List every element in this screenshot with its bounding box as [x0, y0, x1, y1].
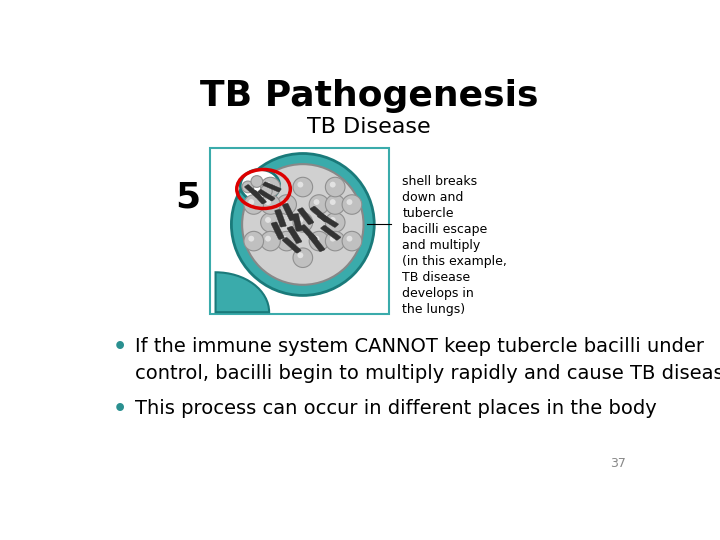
- Ellipse shape: [265, 181, 271, 187]
- Ellipse shape: [248, 199, 254, 205]
- Ellipse shape: [231, 153, 374, 295]
- FancyBboxPatch shape: [320, 225, 341, 240]
- Text: •: •: [112, 337, 127, 357]
- FancyBboxPatch shape: [282, 238, 301, 253]
- Ellipse shape: [342, 195, 361, 214]
- Ellipse shape: [242, 181, 254, 193]
- Ellipse shape: [325, 231, 345, 251]
- FancyBboxPatch shape: [292, 213, 302, 231]
- Ellipse shape: [346, 199, 352, 205]
- Ellipse shape: [342, 231, 361, 251]
- Ellipse shape: [265, 199, 271, 205]
- Ellipse shape: [330, 199, 336, 205]
- Text: •: •: [112, 399, 127, 420]
- Ellipse shape: [276, 231, 297, 251]
- Text: This process can occur in different places in the body: This process can occur in different plac…: [135, 399, 657, 418]
- Ellipse shape: [309, 231, 329, 251]
- Wedge shape: [215, 272, 269, 312]
- Ellipse shape: [325, 195, 345, 214]
- FancyBboxPatch shape: [275, 210, 287, 227]
- Ellipse shape: [261, 195, 280, 214]
- FancyBboxPatch shape: [252, 191, 266, 204]
- FancyBboxPatch shape: [282, 203, 295, 221]
- Ellipse shape: [261, 185, 272, 197]
- FancyBboxPatch shape: [245, 185, 260, 198]
- Ellipse shape: [261, 177, 280, 197]
- Text: control, bacilli begin to multiply rapidly and cause TB disease: control, bacilli begin to multiply rapid…: [135, 364, 720, 383]
- Ellipse shape: [244, 195, 264, 214]
- Ellipse shape: [293, 213, 312, 232]
- Ellipse shape: [265, 217, 271, 223]
- Ellipse shape: [248, 236, 254, 241]
- Ellipse shape: [265, 236, 271, 241]
- Ellipse shape: [240, 170, 279, 201]
- Text: 37: 37: [610, 457, 626, 470]
- FancyBboxPatch shape: [310, 206, 329, 222]
- Ellipse shape: [309, 195, 329, 214]
- Text: shell breaks
down and
tubercle
bacilli escape
and multiply
(in this example,
TB : shell breaks down and tubercle bacilli e…: [402, 174, 508, 315]
- FancyBboxPatch shape: [271, 222, 284, 239]
- Ellipse shape: [297, 217, 303, 223]
- FancyBboxPatch shape: [309, 235, 325, 252]
- Ellipse shape: [293, 177, 312, 197]
- Ellipse shape: [282, 199, 287, 205]
- Text: If the immune system CANNOT keep tubercle bacilli under: If the immune system CANNOT keep tubercl…: [135, 337, 703, 356]
- FancyBboxPatch shape: [258, 190, 275, 201]
- Ellipse shape: [314, 199, 320, 205]
- Ellipse shape: [330, 217, 336, 223]
- FancyBboxPatch shape: [318, 213, 338, 227]
- Ellipse shape: [346, 236, 352, 241]
- Ellipse shape: [330, 236, 336, 241]
- Ellipse shape: [282, 236, 287, 241]
- Ellipse shape: [244, 231, 264, 251]
- Ellipse shape: [325, 177, 345, 197]
- FancyBboxPatch shape: [300, 225, 318, 241]
- Ellipse shape: [251, 176, 263, 187]
- Ellipse shape: [297, 181, 303, 187]
- Bar: [210, 148, 389, 314]
- FancyBboxPatch shape: [297, 208, 314, 225]
- Ellipse shape: [261, 213, 280, 232]
- Ellipse shape: [242, 164, 364, 285]
- Ellipse shape: [261, 231, 280, 251]
- FancyBboxPatch shape: [287, 226, 302, 244]
- Ellipse shape: [293, 248, 312, 267]
- Ellipse shape: [276, 195, 297, 214]
- Ellipse shape: [297, 252, 303, 258]
- Text: TB Disease: TB Disease: [307, 117, 431, 137]
- Text: TB Pathogenesis: TB Pathogenesis: [199, 79, 539, 113]
- Text: 5: 5: [175, 181, 200, 215]
- Ellipse shape: [325, 213, 345, 232]
- Ellipse shape: [330, 181, 336, 187]
- Ellipse shape: [314, 236, 320, 241]
- FancyBboxPatch shape: [263, 182, 282, 192]
